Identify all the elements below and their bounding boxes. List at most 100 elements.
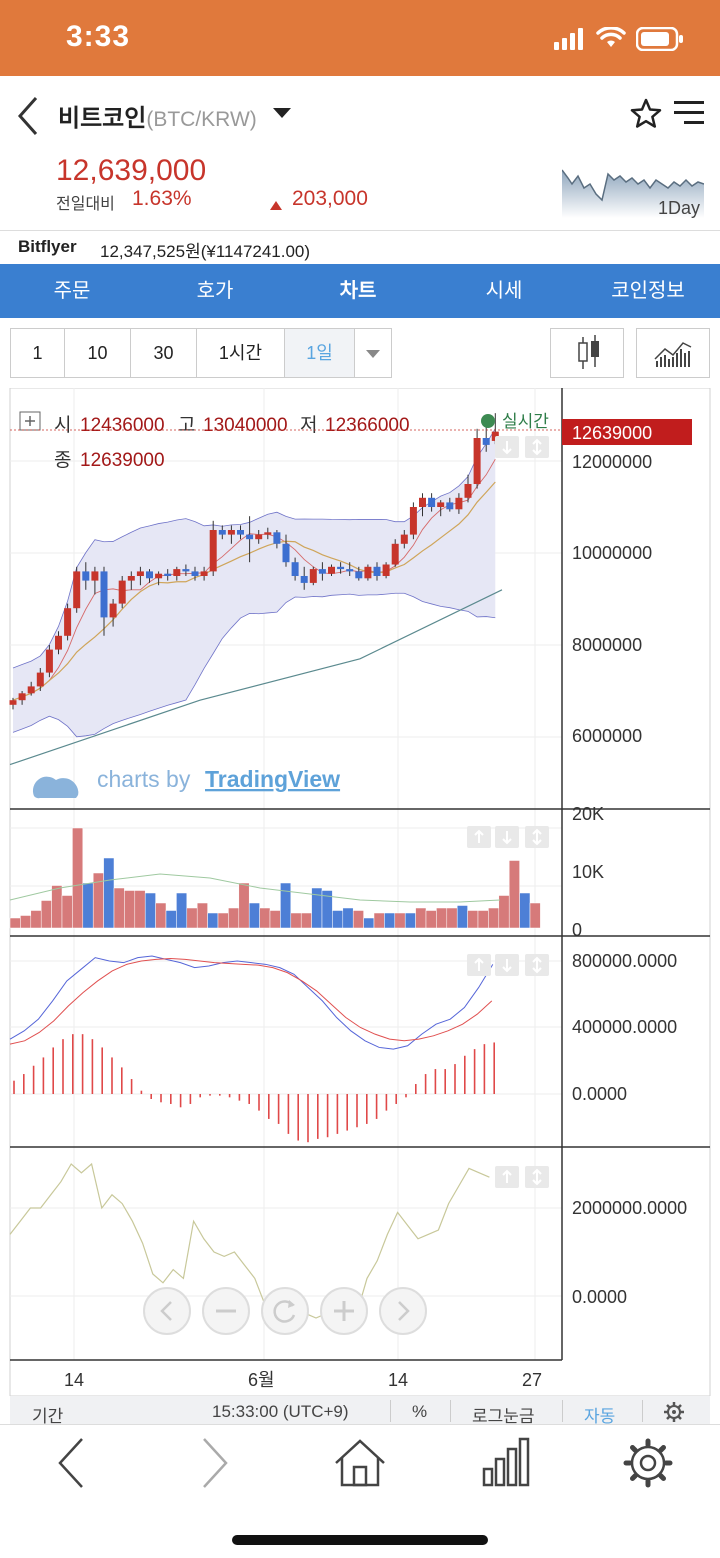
arrow-updown-icon (532, 438, 542, 456)
nav-settings-gear-icon[interactable] (618, 1435, 678, 1491)
scale-fit-button[interactable] (525, 826, 549, 848)
low-label: 저 (300, 414, 317, 436)
tab-order[interactable]: 주문 (53, 280, 91, 302)
scroll-left-button[interactable] (143, 1287, 191, 1335)
ma-short-line (12, 459, 496, 701)
chart-settings-gear-icon[interactable] (664, 1402, 684, 1422)
candle-body (309, 569, 317, 583)
last-price-tag (562, 419, 692, 445)
zoom-out-button[interactable] (202, 1287, 250, 1335)
ma-mid-line (12, 481, 496, 701)
scale-up-button[interactable] (495, 1166, 519, 1188)
candle-body (491, 431, 499, 441)
candle-body (291, 562, 299, 576)
watermark-brand: TradingView (205, 766, 340, 792)
percent-toggle[interactable]: % (412, 1402, 428, 1421)
arrow-up-icon (502, 1169, 512, 1183)
tradingview-watermark[interactable]: charts by TradingView (32, 766, 340, 799)
back-arrow-icon[interactable] (16, 96, 40, 136)
change-percent: 1.63% (132, 187, 192, 210)
nav-forward-icon[interactable] (186, 1435, 246, 1491)
volume-axis-label: 20K (572, 804, 604, 824)
watermark-prefix: charts by (97, 766, 191, 792)
volume-bar (384, 912, 396, 929)
high-label: 고 (178, 415, 195, 436)
coin-dropdown-icon[interactable] (272, 106, 292, 120)
volume-bar (72, 827, 84, 929)
coin-pair: (BTC/KRW) (146, 108, 257, 131)
nav-chart-icon[interactable] (474, 1435, 534, 1491)
volume-bar (248, 902, 260, 929)
candle-body (136, 571, 144, 576)
candle-body (382, 564, 390, 576)
scale-up-button[interactable] (467, 826, 491, 848)
price-axis-label: 12000000 (572, 452, 652, 472)
scale-down-button[interactable] (495, 954, 519, 976)
scale-down-button[interactable] (495, 826, 519, 848)
auto-scale-toggle[interactable]: 자동 (584, 1407, 616, 1426)
footer-time[interactable]: 15:33:00 (UTC+9) (212, 1402, 349, 1421)
mini-chart-label: 1Day (658, 198, 700, 218)
candle-body (300, 576, 308, 583)
volume-bar (30, 910, 42, 929)
zoom-in-button[interactable] (320, 1287, 368, 1335)
volume-bar (446, 907, 458, 929)
volume-bar (394, 912, 406, 929)
battery-icon (636, 27, 683, 51)
interval-1m[interactable]: 1 (11, 329, 65, 377)
scale-down-button[interactable] (495, 436, 519, 458)
volume-bar (186, 907, 198, 929)
log-scale-toggle[interactable]: 로그눈금 (472, 1407, 535, 1426)
candle-type-button[interactable] (550, 328, 624, 378)
nav-home-icon[interactable] (330, 1435, 390, 1491)
interval-1h[interactable]: 1시간 (197, 329, 285, 377)
interval-dropdown[interactable] (355, 329, 391, 377)
chevron-down-icon (366, 350, 380, 358)
candle-body (364, 566, 372, 579)
tab-orderbook[interactable]: 호가 (196, 280, 234, 302)
volume-bar (113, 887, 125, 929)
interval-selector: 1 10 30 1시간 1일 (10, 328, 392, 378)
candlestick-icon (578, 335, 599, 369)
candle-body (282, 543, 290, 563)
tab-market[interactable]: 시세 (485, 280, 523, 302)
candle-body (155, 573, 163, 579)
reset-button[interactable] (261, 1287, 309, 1335)
coin-title[interactable]: 비트코인(BTC/KRW) (58, 98, 257, 133)
volume-bar (415, 907, 427, 929)
mini-chart[interactable]: 1Day (562, 162, 704, 218)
scale-up-button[interactable] (467, 954, 491, 976)
scroll-right-button[interactable] (379, 1287, 427, 1335)
tab-chart[interactable]: 차트 (339, 280, 377, 302)
candle-body (36, 672, 44, 687)
interval-1d[interactable]: 1일 (285, 329, 355, 377)
tab-coin-info[interactable]: 코인정보 (611, 280, 685, 302)
interval-10m[interactable]: 10 (65, 329, 131, 377)
candle-body (127, 576, 135, 581)
scale-fit-button[interactable] (525, 436, 549, 458)
realtime-label[interactable]: 실시간 (502, 412, 549, 431)
scale-fit-button[interactable] (525, 1166, 549, 1188)
price-axis-label: 8000000 (572, 635, 642, 655)
candle-body (237, 530, 244, 535)
oscillator-pane (9, 1162, 490, 1324)
volume-bar (342, 907, 354, 929)
macd-axis-label: 0.0000 (572, 1084, 627, 1104)
price-chart[interactable]: 시 12436000 고 13040000 저 12366000 종 12639… (0, 388, 720, 1396)
indicator-button[interactable] (636, 328, 710, 378)
menu-icon[interactable] (674, 100, 704, 126)
interval-30m[interactable]: 30 (131, 329, 197, 377)
nav-back-icon[interactable] (44, 1435, 104, 1491)
favorite-star-icon[interactable] (630, 98, 662, 128)
scale-fit-button[interactable] (525, 954, 549, 976)
pane-scale-buttons[interactable] (467, 436, 549, 1188)
period-label[interactable]: 기간 (32, 1407, 64, 1426)
candle-body (55, 635, 62, 650)
volume-bar (259, 907, 271, 929)
macd-pane (9, 955, 496, 1143)
change-amount: 203,000 (292, 187, 368, 210)
signal-icon (554, 28, 583, 50)
candle-body (27, 686, 35, 694)
volume-bar (217, 912, 229, 929)
realtime-dot-icon (481, 414, 495, 428)
